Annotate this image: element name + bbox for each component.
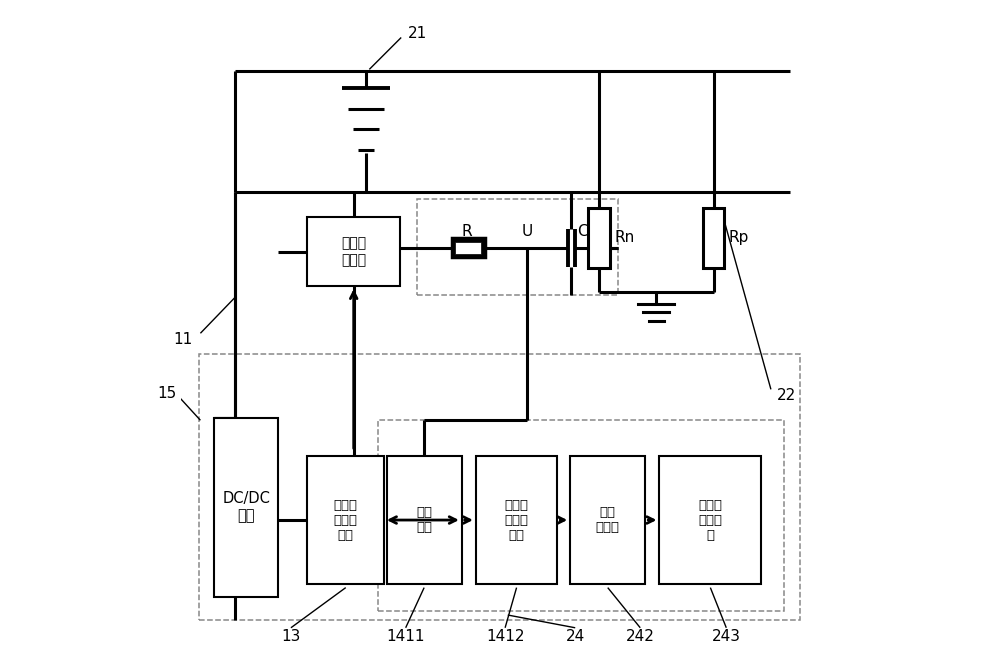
Bar: [476, 456, 557, 584]
Text: U: U: [521, 224, 532, 240]
Text: 第二峰
值采样
电路: 第二峰 值采样 电路: [505, 499, 529, 542]
Text: 11: 11: [174, 332, 193, 347]
Text: 13: 13: [281, 629, 301, 644]
Text: 第一
比较器: 第一 比较器: [596, 506, 620, 534]
Text: 15: 15: [157, 386, 176, 401]
Bar: [307, 217, 400, 286]
Bar: [387, 456, 462, 584]
Bar: [378, 420, 784, 611]
Text: 微分
电路: 微分 电路: [416, 506, 432, 534]
Text: 22: 22: [777, 388, 797, 403]
Bar: [588, 208, 610, 268]
Text: 1412: 1412: [486, 629, 524, 644]
Text: 242: 242: [626, 629, 655, 644]
Text: 24: 24: [566, 629, 585, 644]
Bar: [703, 208, 724, 268]
Bar: [659, 456, 761, 584]
Bar: [199, 354, 800, 620]
Text: C: C: [578, 224, 588, 240]
Text: 第一峰
值采样
电路: 第一峰 值采样 电路: [334, 499, 358, 542]
Text: 21: 21: [408, 26, 427, 41]
Text: 延时触
发子模
块: 延时触 发子模 块: [698, 499, 722, 542]
Text: DC/DC
电路: DC/DC 电路: [222, 491, 270, 523]
Bar: [570, 456, 645, 584]
Text: 压频转
换电路: 压频转 换电路: [341, 236, 366, 267]
Text: R: R: [462, 224, 472, 240]
Bar: [455, 242, 481, 254]
Text: 243: 243: [712, 629, 741, 644]
Bar: [452, 238, 485, 258]
Text: 1411: 1411: [386, 629, 425, 644]
Bar: [307, 456, 384, 584]
Bar: [214, 418, 278, 596]
Text: Rp: Rp: [729, 230, 749, 246]
Text: Rn: Rn: [614, 230, 634, 246]
Bar: [417, 199, 618, 295]
